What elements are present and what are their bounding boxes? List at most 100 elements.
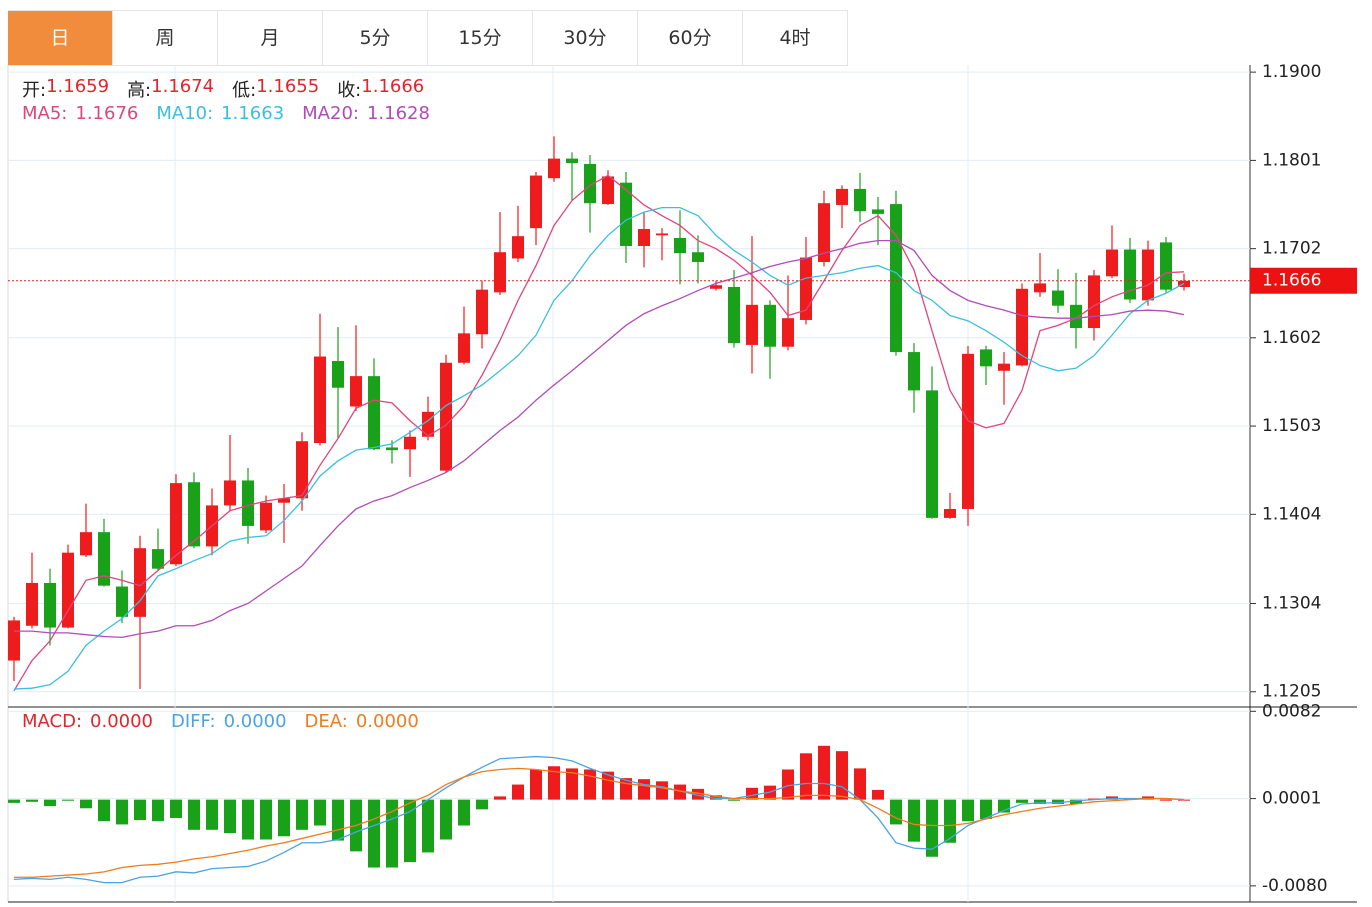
y-tick-label: 1.1205	[1262, 682, 1321, 702]
candle-body	[1142, 249, 1154, 301]
macd-bar	[332, 799, 344, 841]
macd-bar	[1052, 799, 1064, 804]
macd-bar	[548, 766, 560, 800]
y-tick-label: 0.0082	[1262, 701, 1321, 721]
period-tab[interactable]: 周	[113, 11, 218, 65]
candle-body	[134, 548, 146, 617]
candle	[1124, 237, 1136, 304]
candle	[512, 205, 524, 263]
candle	[728, 270, 740, 348]
candle-body	[368, 376, 380, 450]
candle	[692, 235, 704, 284]
candle	[260, 495, 272, 534]
candle-body	[314, 356, 326, 444]
macd-bar	[926, 799, 938, 857]
candle-body	[44, 582, 56, 628]
macd-bar	[836, 751, 848, 800]
candle	[746, 236, 758, 374]
macd-bar	[98, 799, 110, 822]
candle	[26, 552, 38, 629]
candle-body	[728, 286, 740, 344]
y-tick-label: 1.1602	[1262, 328, 1321, 348]
candle	[818, 190, 830, 267]
ma-legend: MA5: 1.1676 MA10: 1.1663 MA20: 1.1628	[22, 103, 448, 124]
candle	[1070, 272, 1082, 349]
candle	[296, 432, 308, 511]
legend-label: 高:	[127, 80, 152, 101]
candle-body	[116, 586, 128, 617]
legend-value: 1.1674	[151, 76, 215, 97]
macd-bar	[314, 799, 326, 826]
macd-bar	[242, 799, 254, 840]
legend-value: 0.0000	[223, 711, 287, 732]
macd-bar	[674, 784, 686, 800]
candle-body	[1070, 304, 1082, 328]
candle	[8, 616, 20, 682]
macd-bar	[170, 799, 182, 818]
candle	[566, 152, 578, 201]
legend-label: DEA:	[304, 711, 348, 732]
candle	[782, 275, 794, 351]
macd-bar	[440, 799, 452, 840]
candle-body	[1160, 242, 1172, 290]
candle	[1106, 225, 1118, 279]
candle	[638, 212, 650, 268]
candle-body	[890, 204, 902, 353]
candle-body	[566, 158, 578, 164]
macd-line	[14, 767, 1185, 878]
macd-bar	[494, 796, 506, 800]
period-tab[interactable]: 4时	[743, 11, 848, 65]
candle-body	[1016, 288, 1028, 366]
legend-label: 开:	[22, 80, 47, 101]
macd-bar	[404, 799, 416, 863]
macd-bar	[584, 769, 596, 800]
candle	[116, 570, 128, 624]
macd-bar	[530, 769, 542, 800]
macd-bar	[386, 799, 398, 868]
candle-body	[530, 175, 542, 229]
macd-bar	[710, 795, 722, 800]
period-tab[interactable]: 月	[218, 11, 323, 65]
candle	[584, 155, 596, 233]
candle-body	[512, 236, 524, 259]
legend-item: MA5: 1.1676	[22, 103, 138, 124]
candle-body	[98, 532, 110, 586]
macd-bar	[638, 779, 650, 800]
period-tab[interactable]: 30分	[533, 11, 638, 65]
candle-body	[854, 188, 866, 212]
candle-body	[62, 552, 74, 628]
macd-bar	[1016, 799, 1028, 803]
period-tab[interactable]: 60分	[638, 11, 743, 65]
macd-bar	[602, 771, 614, 800]
candle-body	[818, 203, 830, 263]
y-tick-label: 1.1404	[1262, 504, 1321, 524]
legend-item: MA20: 1.1628	[302, 103, 430, 124]
period-tab[interactable]: 5分	[323, 11, 428, 65]
candle	[980, 345, 992, 386]
candle-body	[1124, 249, 1136, 300]
legend-value: 1.1655	[256, 76, 320, 97]
y-tick-label: 0.0001	[1262, 789, 1321, 809]
candle-body	[602, 176, 614, 205]
macd-bar	[44, 799, 56, 807]
macd-bar	[818, 745, 830, 800]
candle	[134, 535, 146, 690]
macd-bar	[854, 768, 866, 800]
macd-bar	[458, 799, 470, 826]
legend-label: DIFF:	[171, 711, 216, 732]
candle-body	[1034, 283, 1046, 293]
candle-body	[404, 436, 416, 450]
macd-bar	[728, 799, 740, 801]
period-tab[interactable]: 15分	[428, 11, 533, 65]
macd-bar	[152, 799, 164, 822]
macd-line	[13, 755, 1185, 884]
candle-body	[548, 158, 560, 179]
candle-body	[26, 582, 38, 626]
candle	[1034, 253, 1046, 297]
candle-body	[980, 349, 992, 367]
candle-body	[908, 352, 920, 391]
period-tab[interactable]: 日	[8, 11, 113, 65]
legend-value: 0.0000	[90, 711, 154, 732]
macd-bar	[566, 768, 578, 800]
